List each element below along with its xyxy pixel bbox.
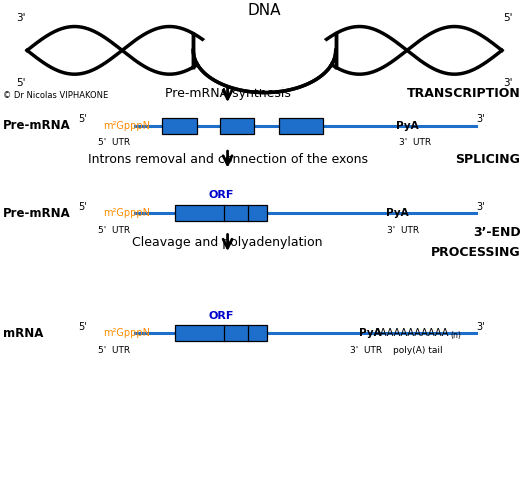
Text: 3'  UTR: 3' UTR (350, 346, 382, 355)
Text: (n): (n) (451, 331, 462, 341)
Text: Pre-mRNA: Pre-mRNA (3, 120, 71, 132)
Bar (279, 118, 323, 134)
Text: PyA: PyA (386, 208, 408, 218)
Text: m²GpppN: m²GpppN (104, 208, 151, 218)
Bar (162, 118, 197, 134)
Text: Pre-mRNA: Pre-mRNA (3, 207, 71, 220)
Text: TRANSCRIPTION: TRANSCRIPTION (407, 87, 521, 100)
Text: Cleavage and polyadenylation: Cleavage and polyadenylation (132, 236, 323, 249)
Bar (220, 118, 254, 134)
Text: 3’-END: 3’-END (473, 226, 521, 239)
Text: PyA: PyA (360, 328, 382, 339)
Text: 3': 3' (16, 12, 25, 22)
Bar (175, 326, 267, 341)
Text: 3'  UTR: 3' UTR (399, 138, 431, 147)
Text: 3': 3' (477, 115, 485, 124)
Text: 5'  UTR: 5' UTR (98, 226, 130, 235)
Text: 3': 3' (477, 322, 485, 332)
Text: PROCESSING: PROCESSING (431, 246, 521, 259)
Text: mRNA: mRNA (3, 327, 44, 340)
Text: m²GpppN: m²GpppN (104, 328, 151, 339)
Text: m²GpppN: m²GpppN (104, 121, 151, 131)
Text: Pre-mRNA synthesis: Pre-mRNA synthesis (165, 87, 290, 100)
Text: 3': 3' (504, 78, 513, 88)
Text: DNA: DNA (248, 3, 281, 18)
Text: © Dr Nicolas VIPHAKONE: © Dr Nicolas VIPHAKONE (3, 91, 108, 100)
Text: Introns removal and connection of the exons: Introns removal and connection of the ex… (88, 152, 368, 166)
Text: 3'  UTR: 3' UTR (387, 226, 419, 235)
Text: AAAAAAAAAAA: AAAAAAAAAAA (373, 328, 449, 339)
Text: 5': 5' (78, 115, 87, 124)
Text: SPLICING: SPLICING (455, 152, 521, 166)
Text: poly(A) tail: poly(A) tail (393, 346, 442, 355)
Text: ORF: ORF (208, 190, 234, 200)
Text: PyA: PyA (396, 121, 419, 131)
Text: 5'  UTR: 5' UTR (98, 346, 130, 355)
Ellipse shape (197, 21, 332, 89)
Bar (193, 15, 336, 85)
Text: 5': 5' (16, 78, 25, 88)
Text: ORF: ORF (208, 311, 234, 321)
Bar (175, 205, 267, 221)
Text: 3': 3' (477, 202, 485, 212)
Text: 5': 5' (78, 202, 87, 212)
Text: 5': 5' (504, 12, 513, 22)
Text: 5'  UTR: 5' UTR (98, 138, 130, 147)
Text: 5': 5' (78, 322, 87, 332)
